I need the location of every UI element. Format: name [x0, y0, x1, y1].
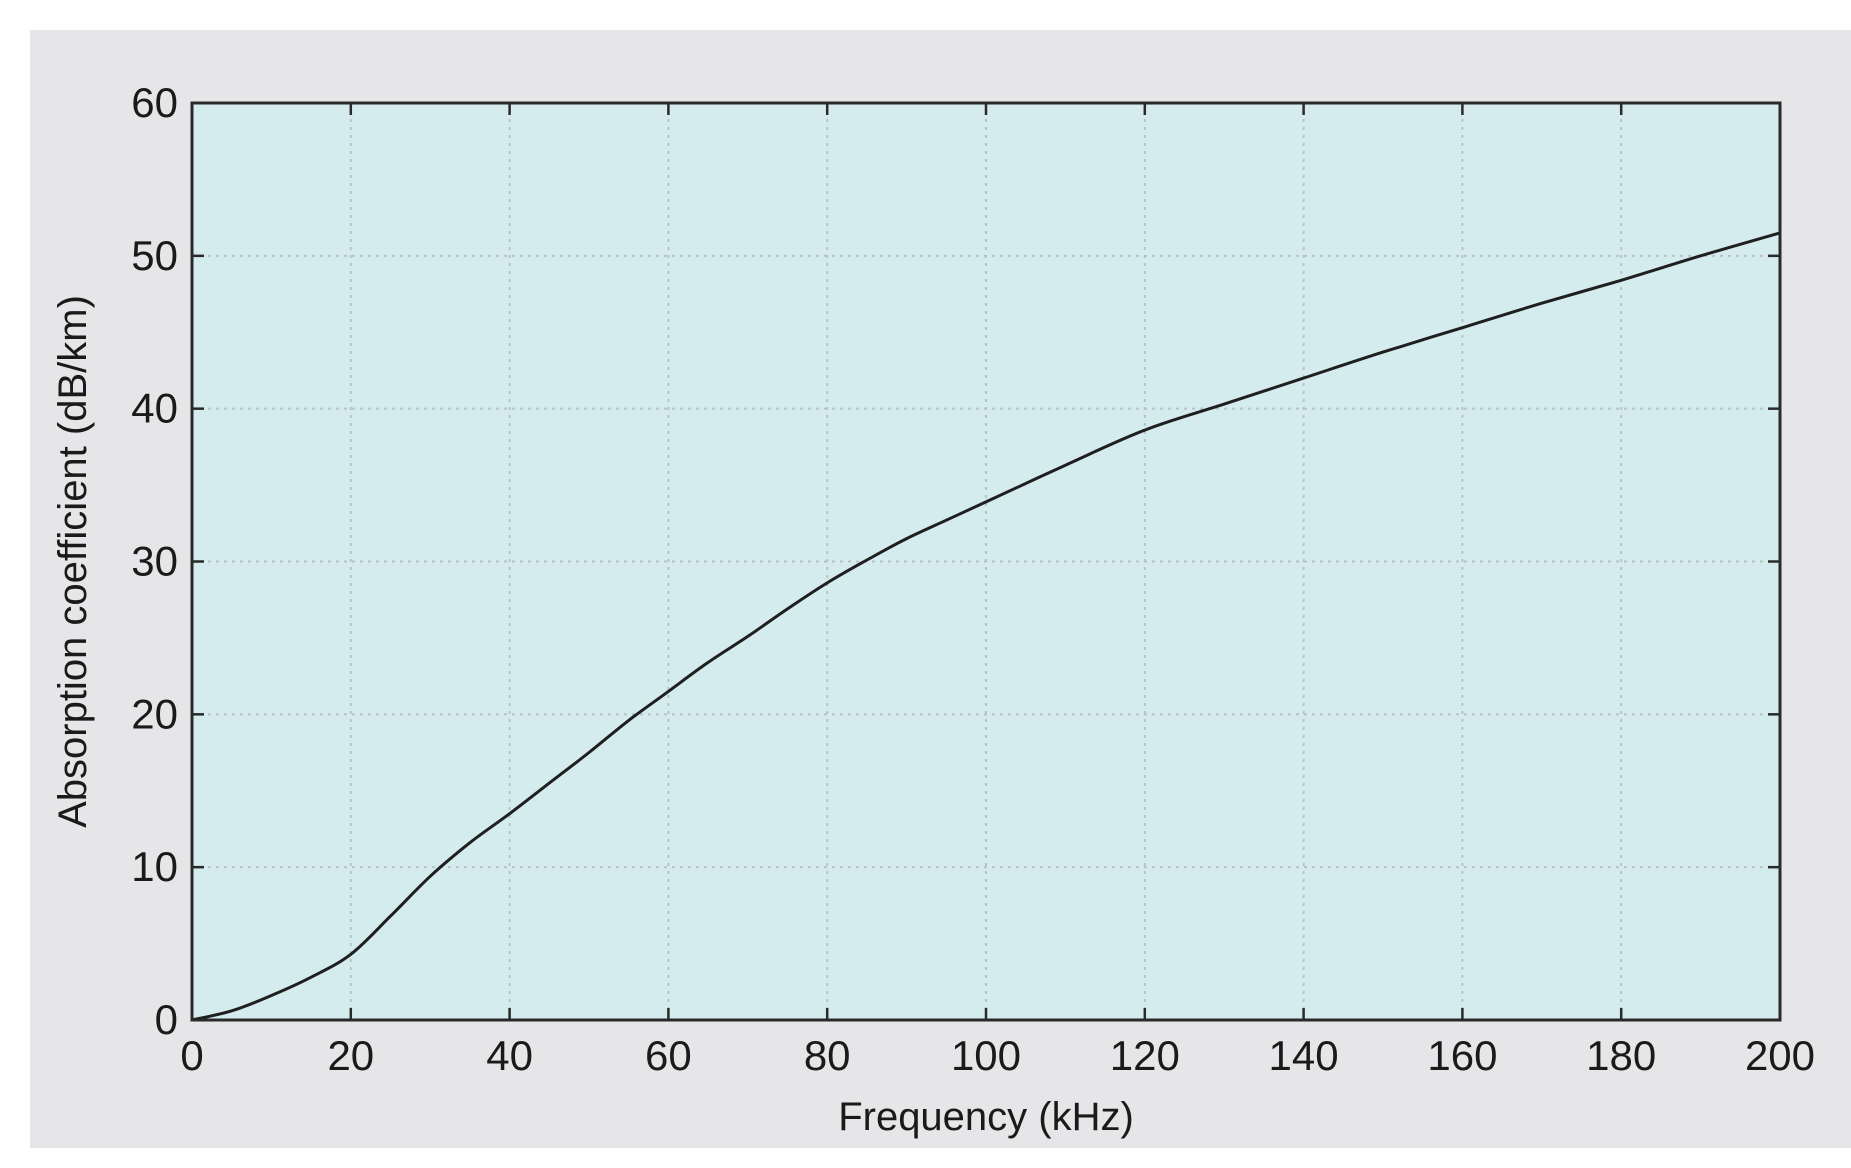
x-tick-labels: 0 20 40 60 80 100 120 140 160 180 200 — [180, 1032, 1815, 1079]
x-axis-title: Frequency (kHz) — [838, 1095, 1134, 1139]
absorption-curve — [191, 231, 1781, 1022]
y-tick-label: 30 — [131, 538, 178, 585]
x-tick-label: 200 — [1745, 1032, 1815, 1079]
x-tick-label: 40 — [486, 1032, 533, 1079]
x-tick-label: 160 — [1427, 1032, 1497, 1079]
x-tick-label: 80 — [804, 1032, 851, 1079]
y-tick-label: 50 — [131, 232, 178, 279]
grid-lines — [192, 103, 1780, 1020]
x-tick-label: 180 — [1586, 1032, 1656, 1079]
x-tick-label: 120 — [1110, 1032, 1180, 1079]
x-tick-label: 60 — [645, 1032, 692, 1079]
y-tick-label: 20 — [131, 690, 178, 737]
y-axis-title: Absorption coefficient (dB/km) — [51, 295, 95, 828]
plot-frame — [190, 101, 1782, 1022]
x-tick-label: 20 — [327, 1032, 374, 1079]
y-tick-label: 60 — [131, 79, 178, 126]
y-tick-label: 0 — [155, 996, 178, 1043]
x-tick-label: 140 — [1269, 1032, 1339, 1079]
x-tick-label: 0 — [180, 1032, 203, 1079]
y-tick-label: 40 — [131, 385, 178, 432]
x-tick-label: 100 — [951, 1032, 1021, 1079]
y-tick-label: 10 — [131, 843, 178, 890]
y-tick-labels: 0 10 20 30 40 50 60 — [131, 79, 178, 1043]
